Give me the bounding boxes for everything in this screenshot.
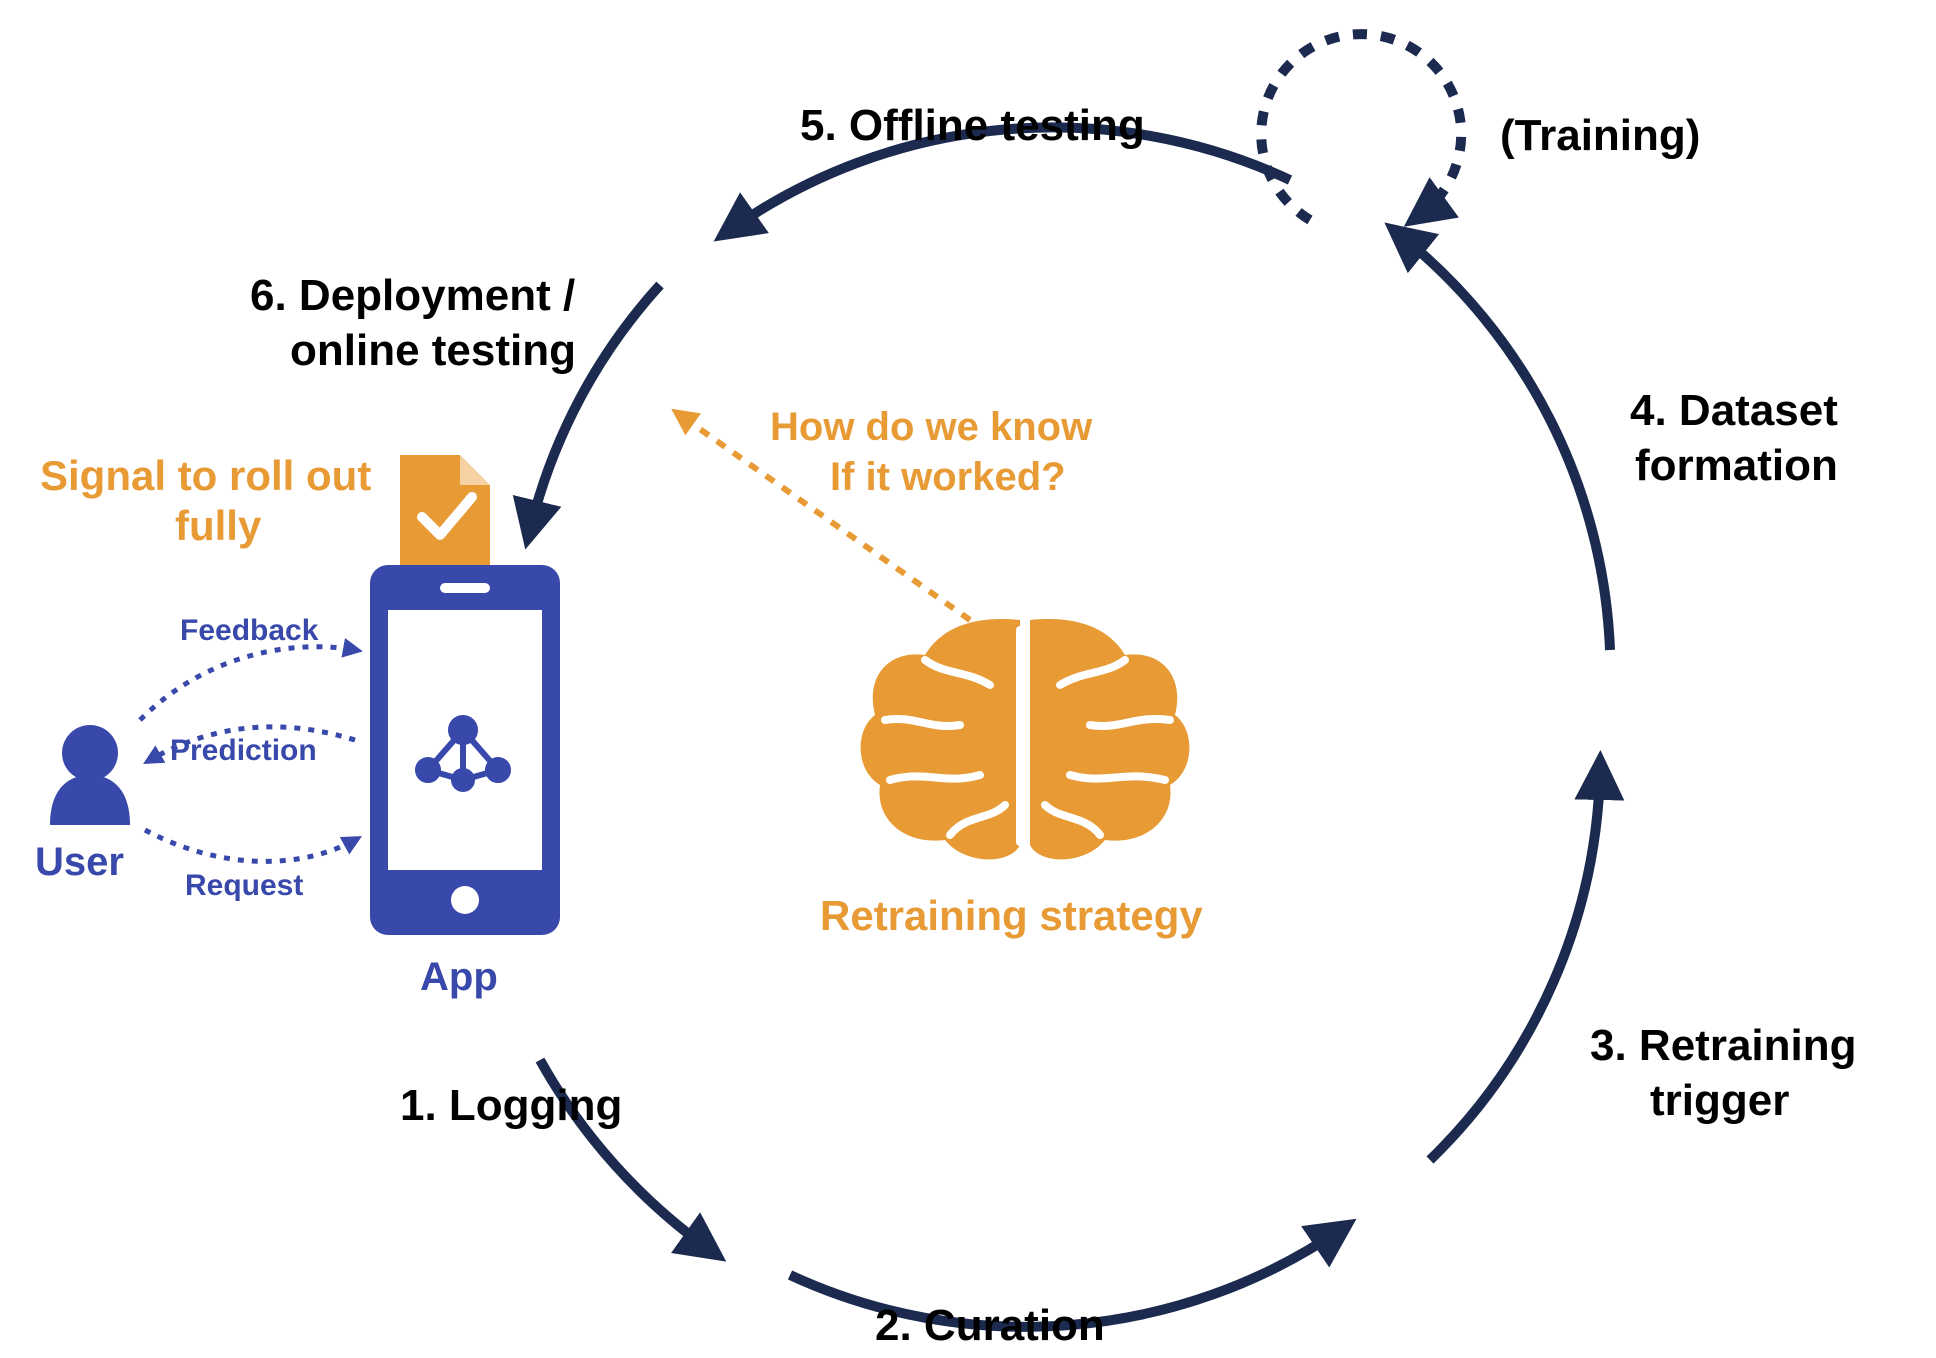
label-retraining-strategy: Retraining strategy [820, 892, 1203, 939]
label-user: User [35, 840, 124, 884]
label-app: App [420, 955, 498, 999]
label-step-3-l2: trigger [1650, 1076, 1789, 1125]
label-step-2: 2. Curation [875, 1301, 1105, 1350]
phone-icon [370, 565, 560, 935]
label-prediction: Prediction [170, 734, 317, 767]
label-step-6-l2: online testing [290, 326, 576, 375]
label-step-3-l1: 3. Retraining [1590, 1021, 1857, 1070]
label-step-4-l2: formation [1635, 441, 1838, 490]
arrow-6-deployment [530, 285, 660, 530]
label-question-l2: If it worked? [830, 455, 1066, 499]
label-signal-l2: fully [175, 502, 262, 549]
user-icon [50, 725, 130, 825]
arrow-3-retraining-trigger [1430, 770, 1600, 1160]
label-step-5: 5. Offline testing [800, 101, 1145, 150]
label-request: Request [185, 869, 303, 902]
document-check-icon [400, 455, 490, 565]
label-step-4-l1: 4. Dataset [1630, 386, 1838, 435]
brain-icon [861, 619, 1190, 859]
label-training: (Training) [1500, 111, 1700, 160]
diagram-canvas: 1. Logging 2. Curation 3. Retraining tri… [0, 0, 1936, 1358]
label-step-6-l1: 6. Deployment / [250, 271, 575, 320]
arrow-4-dataset-formation [1400, 235, 1610, 650]
arrow-request [145, 830, 355, 861]
label-step-1: 1. Logging [400, 1081, 622, 1130]
label-question-l1: How do we know [770, 405, 1093, 449]
training-loop [1261, 34, 1461, 220]
label-feedback: Feedback [180, 614, 319, 647]
arrow-feedback [140, 647, 355, 720]
label-signal-l1: Signal to roll out [40, 452, 371, 499]
